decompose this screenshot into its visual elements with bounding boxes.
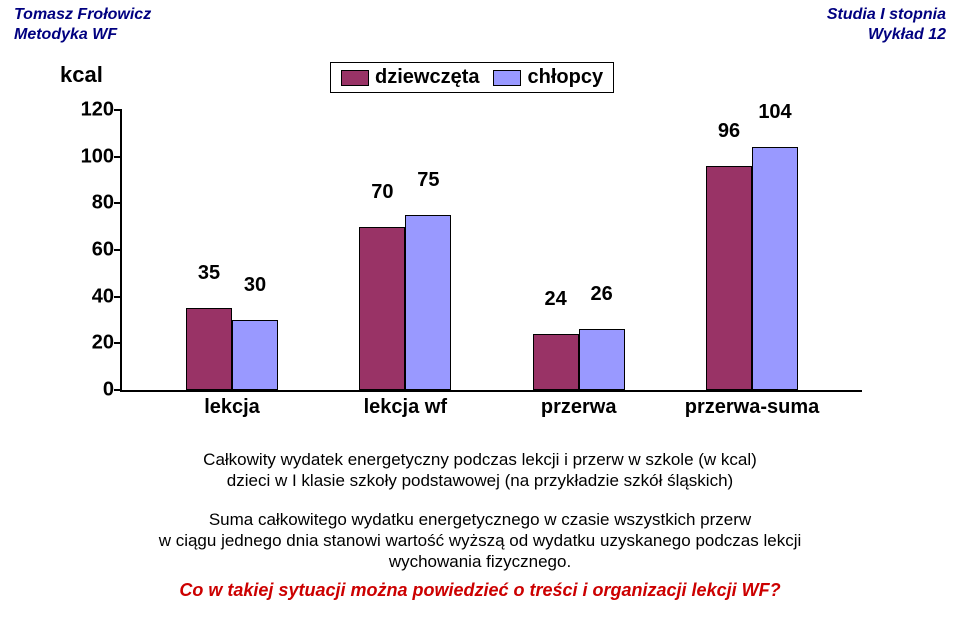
y-tick-mark xyxy=(114,296,122,298)
y-tick-label: 60 xyxy=(74,239,114,262)
header-lecture: Wykład 12 xyxy=(868,26,946,44)
bar-value-girls: 24 xyxy=(533,288,579,311)
y-tick-mark xyxy=(114,389,122,391)
chart: kcal dziewczęta chłopcy 0204060801001203… xyxy=(70,70,890,440)
plot-area: 0204060801001203530lekcja7075lekcja wf24… xyxy=(120,110,862,392)
y-tick-label: 120 xyxy=(74,99,114,122)
category-label: przerwa-suma xyxy=(662,390,842,419)
bar-value-boys: 75 xyxy=(405,169,451,192)
legend: dziewczęta chłopcy xyxy=(330,62,614,93)
y-tick-mark xyxy=(114,156,122,158)
bar-girls xyxy=(706,166,752,390)
category-label: lekcja xyxy=(142,390,322,419)
y-tick-label: 0 xyxy=(74,379,114,402)
bar-boys xyxy=(232,320,278,390)
y-tick-label: 20 xyxy=(74,332,114,355)
legend-item-boys: chłopcy xyxy=(493,66,603,89)
header-program: Studia I stopnia xyxy=(827,6,946,24)
legend-label-girls: dziewczęta xyxy=(375,66,479,89)
y-tick-label: 100 xyxy=(74,145,114,168)
category-label: przerwa xyxy=(489,390,669,419)
y-tick-label: 40 xyxy=(74,285,114,308)
bar-group: 3530lekcja xyxy=(152,110,312,390)
bar-boys xyxy=(579,329,625,390)
bar-girls xyxy=(533,334,579,390)
paragraph-line-2: w ciągu jednego dnia stanowi wartość wyż… xyxy=(60,531,900,551)
bar-value-girls: 35 xyxy=(186,262,232,285)
bar-value-boys: 104 xyxy=(752,101,798,124)
y-tick-mark xyxy=(114,202,122,204)
y-tick-mark xyxy=(114,342,122,344)
bar-value-girls: 96 xyxy=(706,120,752,143)
paragraph-line-1: Suma całkowitego wydatku energetycznego … xyxy=(60,510,900,530)
y-tick-mark xyxy=(114,109,122,111)
legend-label-boys: chłopcy xyxy=(527,66,603,89)
bar-girls xyxy=(186,308,232,390)
slide: Tomasz Frołowicz Metodyka WF Studia I st… xyxy=(0,0,960,629)
bar-group: 7075lekcja wf xyxy=(325,110,485,390)
header-author: Tomasz Frołowicz xyxy=(14,6,151,24)
legend-swatch-girls xyxy=(341,70,369,86)
caption-line-2: dzieci w I klasie szkoły podstawowej (na… xyxy=(0,471,960,491)
legend-item-girls: dziewczęta xyxy=(341,66,479,89)
question-text: Co w takiej sytuacji można powiedzieć o … xyxy=(0,580,960,601)
bar-group: 96104przerwa-suma xyxy=(672,110,832,390)
bar-girls xyxy=(359,227,405,390)
header-subject: Metodyka WF xyxy=(14,26,117,44)
bar-group: 2426przerwa xyxy=(499,110,659,390)
caption-line-1: Całkowity wydatek energetyczny podczas l… xyxy=(0,450,960,470)
y-tick-label: 80 xyxy=(74,192,114,215)
y-tick-mark xyxy=(114,249,122,251)
category-label: lekcja wf xyxy=(315,390,495,419)
bar-value-girls: 70 xyxy=(359,181,405,204)
y-axis-title: kcal xyxy=(60,62,103,88)
bar-boys xyxy=(752,147,798,390)
bar-value-boys: 26 xyxy=(579,283,625,306)
paragraph-line-3: wychowania fizycznego. xyxy=(60,552,900,572)
legend-swatch-boys xyxy=(493,70,521,86)
bar-boys xyxy=(405,215,451,390)
bar-value-boys: 30 xyxy=(232,274,278,297)
